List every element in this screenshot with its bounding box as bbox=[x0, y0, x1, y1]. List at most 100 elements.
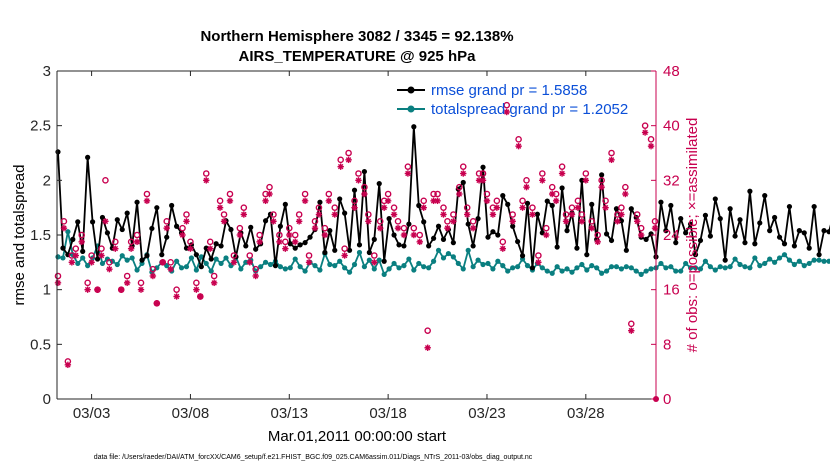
series-point bbox=[346, 269, 353, 275]
series-point bbox=[584, 252, 590, 258]
series-point bbox=[544, 268, 550, 274]
obs-assimilated-marker bbox=[88, 259, 95, 266]
series-point bbox=[727, 206, 733, 212]
obs-possible-marker bbox=[416, 231, 424, 239]
obs-assimilated-marker bbox=[276, 238, 283, 246]
series-point bbox=[603, 231, 610, 237]
obs-assimilated-marker bbox=[416, 238, 423, 246]
series-point bbox=[603, 268, 610, 274]
series-point bbox=[134, 199, 140, 205]
obs-assimilated-marker bbox=[539, 177, 546, 184]
series-point bbox=[599, 270, 605, 276]
obs-possible-marker bbox=[325, 190, 333, 198]
obs-assimilated-marker bbox=[252, 272, 259, 280]
series-point bbox=[396, 265, 402, 271]
series-point bbox=[638, 271, 644, 277]
series-point bbox=[757, 220, 763, 226]
obs-assimilated-marker bbox=[78, 238, 85, 246]
series-point bbox=[633, 268, 639, 274]
obs-possible-marker bbox=[193, 279, 200, 287]
series-point bbox=[470, 264, 476, 270]
series-point bbox=[767, 256, 773, 262]
obs-assimilated-marker bbox=[558, 170, 566, 177]
y-tick-label: 2 bbox=[43, 172, 51, 189]
series-point bbox=[515, 264, 521, 270]
x-tick-label: 03/03 bbox=[73, 405, 111, 422]
obs-possible-marker bbox=[622, 183, 629, 191]
series-point bbox=[806, 260, 812, 267]
series-point bbox=[554, 264, 560, 270]
series-point bbox=[228, 226, 234, 233]
series-point bbox=[772, 259, 778, 265]
series-point bbox=[406, 221, 412, 227]
obs-possible-marker bbox=[301, 190, 309, 198]
y-right-tick-label: 48 bbox=[663, 63, 680, 80]
series-point bbox=[816, 257, 822, 263]
series-point bbox=[277, 223, 283, 229]
series-point bbox=[164, 263, 170, 269]
series-point bbox=[752, 241, 758, 247]
series-point bbox=[248, 224, 254, 230]
series-point bbox=[623, 247, 629, 253]
obs-assimilated-marker bbox=[226, 197, 234, 205]
series-point bbox=[519, 253, 526, 259]
obs-possible-marker bbox=[173, 286, 180, 293]
series-point bbox=[60, 255, 66, 261]
obs-assimilated-marker bbox=[568, 211, 576, 218]
obs-assimilated-marker bbox=[450, 218, 457, 225]
series-point bbox=[337, 258, 343, 264]
series-point bbox=[781, 252, 788, 258]
obs-possible-marker bbox=[479, 170, 487, 177]
x-axis-label: Mar.01,2011 00:00:00 start bbox=[268, 428, 447, 445]
series-point bbox=[599, 172, 605, 178]
series-point bbox=[722, 257, 728, 263]
obs-possible-marker bbox=[519, 197, 526, 205]
obs-assimilated-marker bbox=[68, 259, 76, 266]
series-point bbox=[455, 260, 461, 267]
chart-title-line1: Northern Hemisphere 3082 / 3345 = 92.138… bbox=[200, 28, 513, 45]
series-point bbox=[692, 252, 699, 258]
series-point bbox=[475, 257, 481, 263]
series-point bbox=[811, 257, 817, 263]
obs-possible-marker bbox=[588, 218, 596, 225]
series-point bbox=[722, 265, 728, 271]
obs-assimilated-marker bbox=[341, 252, 348, 259]
series-point bbox=[786, 203, 793, 210]
obs-possible-marker bbox=[483, 190, 491, 198]
obs-possible-marker bbox=[450, 211, 457, 218]
obs-possible-marker bbox=[133, 231, 141, 239]
obs-possible-marker bbox=[252, 265, 259, 273]
obs-assimilated-marker bbox=[84, 286, 91, 293]
obs-possible-marker bbox=[123, 272, 131, 280]
obs-possible-marker bbox=[106, 259, 113, 266]
series-point bbox=[717, 264, 723, 270]
obs-assimilated-marker bbox=[434, 197, 441, 205]
obs-assimilated-marker bbox=[355, 177, 362, 184]
series-point bbox=[658, 260, 664, 267]
obs-possible-marker bbox=[127, 238, 135, 246]
obs-assimilated-marker bbox=[112, 245, 119, 252]
series-point bbox=[332, 263, 338, 269]
obs-assimilated-marker bbox=[246, 259, 253, 266]
series-point bbox=[767, 228, 773, 234]
y-tick-label: 1 bbox=[43, 282, 51, 299]
series-point bbox=[549, 270, 555, 276]
series-point bbox=[371, 266, 377, 272]
obs-assimilated-marker bbox=[535, 259, 542, 266]
series-point bbox=[747, 188, 753, 194]
series-point bbox=[524, 200, 531, 206]
series-point bbox=[188, 255, 195, 261]
obs-assimilated-marker bbox=[295, 218, 303, 225]
series-point bbox=[213, 241, 219, 247]
series-point bbox=[366, 257, 372, 263]
series-point bbox=[114, 261, 120, 268]
series-point bbox=[678, 268, 684, 274]
obs-possible-marker bbox=[337, 156, 344, 164]
obs-assimilated-marker bbox=[159, 259, 166, 266]
obs-possible-marker bbox=[574, 197, 582, 205]
series-point bbox=[450, 254, 456, 260]
series-point bbox=[692, 265, 699, 271]
obs-assimilated-marker bbox=[543, 231, 550, 239]
series-point bbox=[574, 245, 580, 251]
